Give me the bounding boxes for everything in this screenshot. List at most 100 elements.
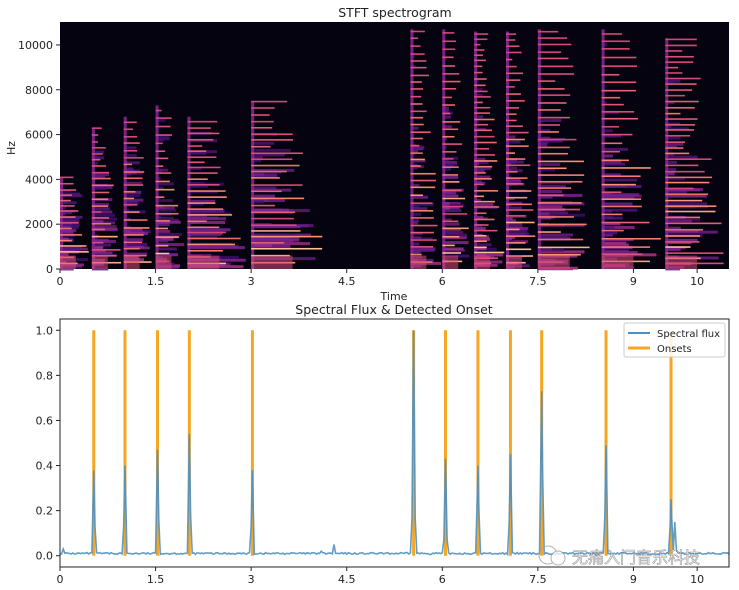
spectrogram-noise xyxy=(537,212,550,216)
spectrogram-noise xyxy=(251,208,282,212)
spectrogram-note xyxy=(91,127,122,271)
spectrogram-harmonic xyxy=(474,212,487,215)
spectrogram-harmonic xyxy=(537,180,583,183)
spectrogram-harmonic xyxy=(251,170,287,173)
spectrogram-noise xyxy=(665,124,672,128)
spectrogram-noise xyxy=(474,181,486,185)
spectrogram-harmonic xyxy=(187,196,227,198)
spectrogram-noise xyxy=(474,253,504,257)
spectrogram-noise xyxy=(187,167,202,171)
spectrogram-noise xyxy=(60,200,67,204)
spectrogram-harmonic xyxy=(506,39,516,41)
spectrogram-noise xyxy=(474,198,481,202)
spectrogram-harmonic xyxy=(665,66,679,69)
spectrogram-noise xyxy=(60,246,81,250)
spectrogram-harmonic xyxy=(251,230,301,232)
spectrogram-harmonic xyxy=(251,114,270,116)
spectrogram-ylabel: Hz xyxy=(5,141,18,155)
spectrogram-harmonic xyxy=(537,238,584,241)
spectrogram-harmonic xyxy=(665,83,697,85)
spectrogram-note xyxy=(410,29,442,270)
spectrogram-y-ticks: 0 2000 4000 6000 8000 10000 xyxy=(18,39,60,276)
spectrogram-noise xyxy=(506,235,516,239)
spectrogram-harmonic xyxy=(537,167,567,170)
spectrogram-harmonic xyxy=(537,202,582,204)
spectrogram-noise xyxy=(665,136,681,140)
spectrogram-harmonic xyxy=(91,158,101,161)
spectrogram-attack xyxy=(506,31,509,269)
spectrogram-harmonic xyxy=(474,33,489,35)
spectrogram-harmonic xyxy=(474,106,491,109)
spectrogram-harmonic xyxy=(123,149,138,152)
spectrogram-noise xyxy=(91,213,115,217)
spectrogram-harmonic xyxy=(601,48,630,50)
spectrogram-noise xyxy=(474,161,489,165)
spectrogram-harmonic xyxy=(442,235,460,238)
spectrogram-noise xyxy=(506,240,529,244)
spectrogram-harmonic xyxy=(60,222,79,224)
spectrogram-noise xyxy=(410,159,426,163)
spectrogram-harmonic xyxy=(442,32,455,34)
spectrogram-harmonic xyxy=(537,109,561,111)
spectrogram-harmonic xyxy=(251,133,293,136)
spectrogram-noise xyxy=(123,161,140,165)
spectrogram-low-energy xyxy=(91,255,108,269)
spectrogram-noise xyxy=(665,155,698,159)
spectrogram-noise xyxy=(601,194,642,198)
spectrogram-harmonic xyxy=(601,253,643,256)
spectrogram-harmonic xyxy=(506,203,532,206)
y-tick-label: 4000 xyxy=(25,173,53,186)
spectrogram-noise xyxy=(251,186,277,190)
spectrogram-harmonic xyxy=(537,57,569,60)
spectrogram-noise xyxy=(506,229,528,233)
spectrogram-harmonic xyxy=(474,135,495,138)
y-tick-label: 0.4 xyxy=(36,460,54,473)
spectrogram-harmonic xyxy=(155,165,164,168)
spectrogram-noise xyxy=(537,139,563,143)
spectrogram-attack xyxy=(601,29,605,270)
spectrogram-harmonic xyxy=(410,45,421,47)
spectrogram-harmonic xyxy=(91,177,111,180)
spectrogram-noise xyxy=(155,229,171,233)
spectrogram-attack xyxy=(91,127,95,269)
spectrogram-harmonic xyxy=(474,165,493,168)
spectrogram-harmonic xyxy=(60,239,72,242)
spectrogram-harmonic xyxy=(665,241,700,243)
spectrogram-noise xyxy=(410,248,435,252)
spectrogram-harmonic xyxy=(123,247,140,250)
watermark-text: 无痛入门音乐科技 xyxy=(572,548,700,567)
spectrogram-low-energy xyxy=(665,255,698,269)
spectrogram-noise xyxy=(60,237,69,241)
spectrogram-harmonic xyxy=(410,53,425,55)
spectrogram-harmonic xyxy=(123,234,144,236)
spectrogram-noise xyxy=(187,202,204,206)
spectrogram-harmonic xyxy=(665,252,724,254)
spectrogram-noise xyxy=(91,172,110,176)
spectrogram-harmonic xyxy=(91,205,109,207)
spectrogram-noise xyxy=(537,163,561,167)
spectrogram-low-energy xyxy=(60,255,76,269)
spectrogram-harmonic xyxy=(665,187,694,190)
spectrogram-noise xyxy=(442,233,468,237)
spectrogram-noise xyxy=(123,246,150,250)
spectrogram-harmonic xyxy=(537,138,577,141)
spectrogram-noise xyxy=(442,218,452,222)
spectrogram-harmonic xyxy=(442,158,454,160)
spectrogram-noise xyxy=(251,225,301,229)
spectrogram-harmonic xyxy=(506,209,534,211)
spectrogram-harmonic xyxy=(442,227,469,230)
spectrogram-harmonic xyxy=(251,204,275,207)
spectrogram-harmonic xyxy=(537,223,587,226)
spectrogram-harmonic xyxy=(410,253,422,256)
spectrogram-harmonic xyxy=(665,112,681,115)
spectrogram-noise xyxy=(155,239,169,243)
spectrogram-harmonic xyxy=(187,166,221,169)
spectrogram-harmonic xyxy=(601,198,642,200)
spectrogram-noise xyxy=(410,166,418,170)
spectrogram-harmonic xyxy=(474,54,483,56)
spectrogram-harmonic xyxy=(474,172,486,174)
spectrogram-noise xyxy=(665,229,699,233)
spectrogram-noise xyxy=(665,247,681,251)
spectrogram-noise xyxy=(665,101,675,105)
spectrogram-harmonic xyxy=(506,190,532,192)
